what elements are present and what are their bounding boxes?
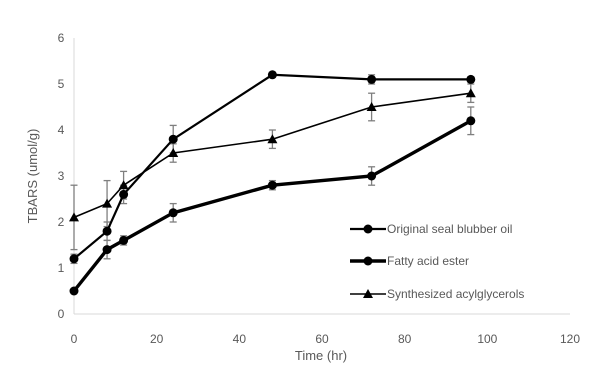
data-point xyxy=(267,134,278,144)
data-point xyxy=(69,212,79,222)
x-axis-label: Time (hr) xyxy=(295,348,347,363)
y-axis-label: TBARS (umol/g) xyxy=(25,129,40,224)
y-tick-label: 2 xyxy=(58,215,65,229)
data-point xyxy=(367,74,377,84)
data-point xyxy=(466,74,476,84)
y-tick-label: 0 xyxy=(58,307,65,321)
legend-item: Synthesized acylglycerols xyxy=(350,287,524,301)
data-point xyxy=(118,180,129,190)
x-tick-label: 40 xyxy=(233,332,247,346)
series-markers xyxy=(69,70,476,296)
data-point xyxy=(465,88,476,98)
data-point xyxy=(69,254,79,264)
y-tick-label: 4 xyxy=(58,123,65,137)
x-tick-label: 60 xyxy=(315,332,329,346)
data-point xyxy=(119,189,129,199)
data-point xyxy=(267,70,277,80)
legend-marker xyxy=(363,256,373,266)
data-point xyxy=(367,171,377,181)
y-tick-label: 6 xyxy=(58,31,65,45)
legend-label: Fatty acid ester xyxy=(387,254,469,268)
x-tick-label: 120 xyxy=(560,332,580,346)
x-tick-label: 20 xyxy=(150,332,164,346)
data-point xyxy=(119,235,129,245)
legend-item: Original seal blubber oil xyxy=(350,222,512,236)
legend-item: Fatty acid ester xyxy=(350,254,469,268)
data-point xyxy=(168,148,179,157)
data-point xyxy=(168,134,178,144)
legend-label: Original seal blubber oil xyxy=(387,222,512,236)
data-point xyxy=(168,208,178,218)
x-tick-label: 80 xyxy=(398,332,412,346)
data-point xyxy=(466,116,476,126)
legend-marker xyxy=(363,289,373,298)
data-point xyxy=(102,245,112,255)
y-tick-label: 1 xyxy=(58,261,65,275)
x-tick-label: 100 xyxy=(477,332,497,346)
y-tick-label: 5 xyxy=(58,77,65,91)
data-point xyxy=(69,286,79,296)
data-point xyxy=(366,102,377,111)
data-point xyxy=(102,226,112,236)
legend-label: Synthesized acylglycerols xyxy=(387,287,524,301)
x-tick-label: 0 xyxy=(71,332,78,346)
data-point xyxy=(102,198,113,208)
legend: Original seal blubber oil Fatty acid este… xyxy=(350,222,524,301)
legend-marker xyxy=(363,224,373,234)
y-tick-label: 3 xyxy=(58,169,65,183)
data-point xyxy=(267,180,277,190)
